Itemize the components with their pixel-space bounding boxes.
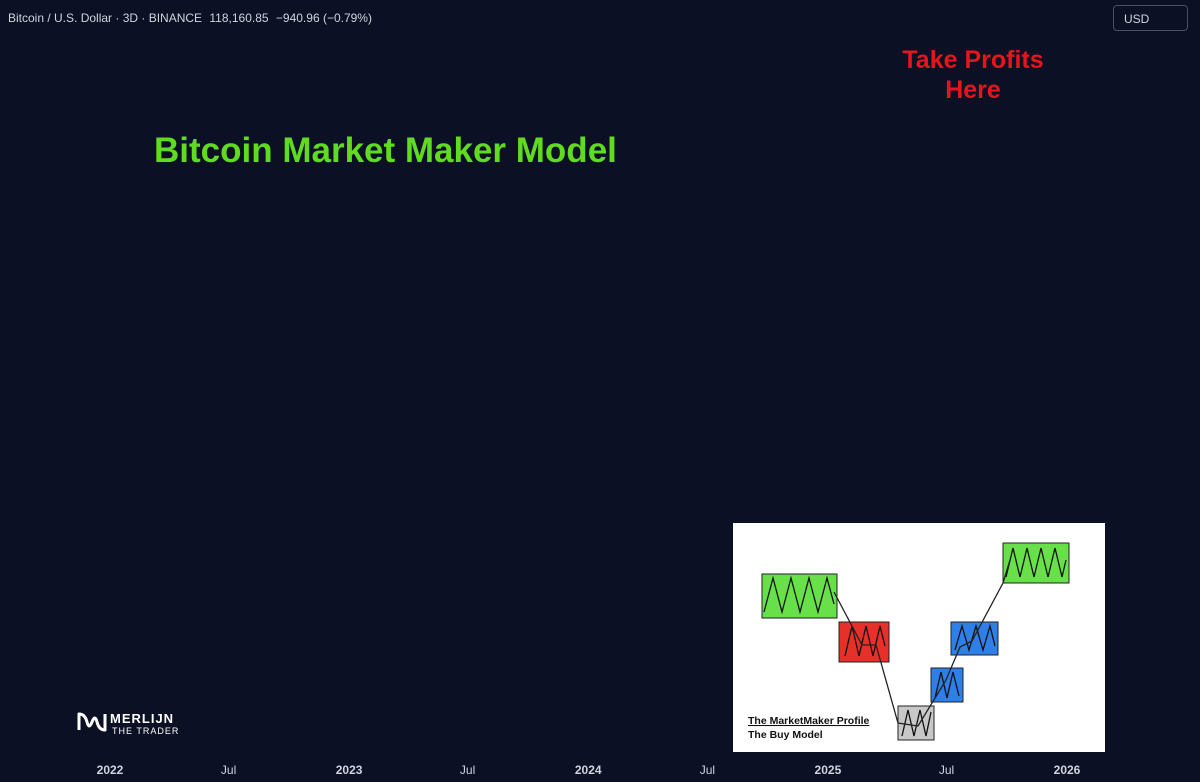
logo-subtitle: THE TRADER bbox=[112, 726, 180, 736]
time-axis-tick-label: 2024 bbox=[575, 763, 602, 777]
take-profits-label: Take Profits bbox=[902, 46, 1043, 74]
time-axis-tick-label: Jul bbox=[939, 763, 954, 777]
logo-name: MERLIJN bbox=[110, 711, 175, 726]
take-profits-label-line2: Here bbox=[945, 76, 1001, 104]
inset-zigzag-gray bbox=[901, 709, 932, 737]
time-axis-tick-label: 2026 bbox=[1054, 763, 1081, 777]
marketmaker-profile-inset: The MarketMaker Profile The Buy Model bbox=[733, 523, 1105, 752]
time-axis-tick-label: Jul bbox=[221, 763, 236, 777]
inset-box-red bbox=[838, 621, 890, 663]
symbol-header: Bitcoin / U.S. Dollar · 3D · BINANCE 118… bbox=[8, 11, 376, 25]
inset-caption-subtitle: The Buy Model bbox=[748, 729, 823, 741]
time-axis-tick-label: Jul bbox=[460, 763, 475, 777]
inset-zigzag-green-left bbox=[763, 575, 835, 615]
inset-zigzag-blue-1 bbox=[934, 671, 960, 699]
time-axis-tick-label: 2023 bbox=[336, 763, 363, 777]
merlijn-logo-icon bbox=[77, 712, 107, 732]
time-axis-tick-label: Jul bbox=[700, 763, 715, 777]
symbol-name[interactable]: Bitcoin / U.S. Dollar · 3D · BINANCE bbox=[8, 11, 203, 25]
inset-caption-title: The MarketMaker Profile bbox=[748, 715, 870, 727]
time-axis-tick-label: 2025 bbox=[815, 763, 842, 777]
price-change: −940.96 (−0.79%) bbox=[275, 11, 372, 25]
time-axis[interactable]: 2022 Jul 2023 Jul 2024 Jul 2025 Jul 2026 bbox=[97, 763, 1081, 777]
inset-zigzag-blue-2 bbox=[954, 623, 996, 653]
currency-button[interactable]: USD bbox=[1113, 5, 1188, 31]
inset-connector-line bbox=[833, 559, 1011, 727]
last-price: 118,160.85 bbox=[209, 11, 269, 25]
time-axis-tick-label: 2022 bbox=[97, 763, 124, 777]
inset-zigzag-green-right bbox=[1005, 547, 1067, 578]
chart-title: Bitcoin Market Maker Model bbox=[154, 131, 617, 170]
